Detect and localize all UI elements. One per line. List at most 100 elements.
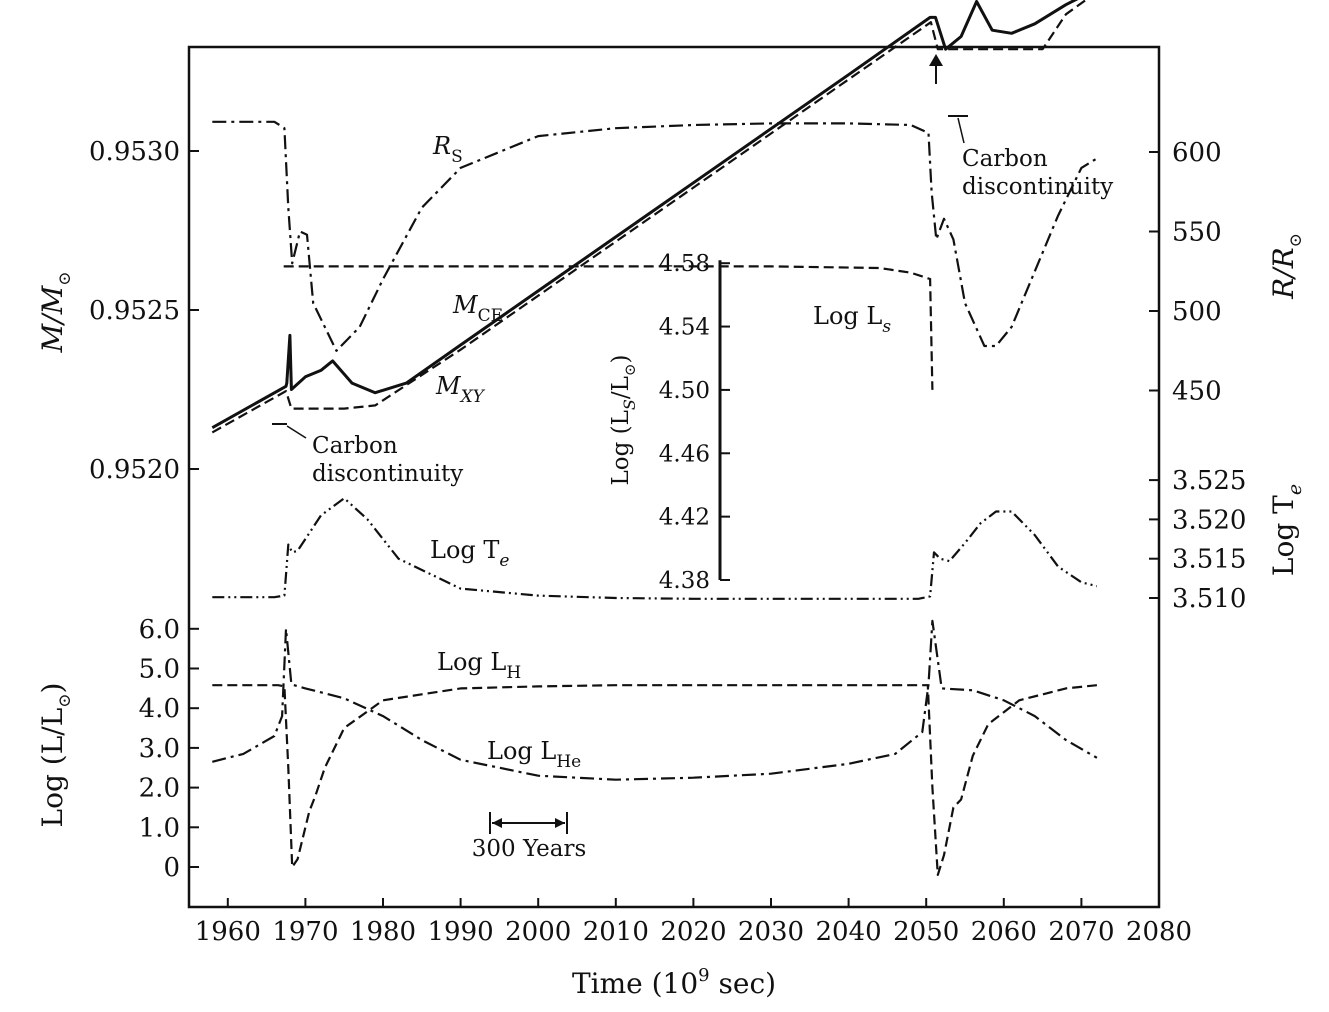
te-curve-label-sub: e (499, 551, 509, 571)
luminosity-tick-label: 1.0 (139, 813, 180, 843)
carbon-annotation-right-leader (957, 117, 965, 144)
inset-axis-title-symbol: ⊙ (621, 364, 639, 377)
luminosity-tick-label: 6.0 (139, 615, 180, 645)
te-curve-label-main: Log T (430, 536, 499, 564)
radius-axis-title-symbol: ⊙ (1286, 233, 1306, 247)
x-tick-label: 1970 (272, 917, 338, 947)
x-tick-label: 2080 (1126, 917, 1192, 947)
x-tick-label: 2070 (1048, 917, 1114, 947)
x-axis-title: Time (109 sec) (572, 965, 776, 1000)
luminosity-axis-title-symbol: ⊙ (55, 693, 75, 707)
x-axis-ticks: 1960 1970 1980 1990 2000 2010 2020 2030 2040 2050… (195, 898, 1192, 947)
temperature-axis-title-main: Log T (1267, 495, 1300, 576)
arrow-up-head (929, 54, 943, 66)
x-tick-label: 2040 (816, 917, 882, 947)
x-tick-label: 1990 (428, 917, 494, 947)
luminosity-tick-label: 3.0 (139, 734, 180, 764)
lh-curve-label: Log LH (437, 648, 521, 683)
x-tick-label: 1980 (350, 917, 416, 947)
radius-tick-label: 500 (1172, 297, 1222, 327)
ls-curve (283, 265, 934, 390)
scale-bar-300-years: 300 Years (472, 812, 587, 862)
temperature-axis-ticks: 3.525 3.520 3.515 3.510 (1149, 466, 1246, 614)
temperature-tick-label: 3.510 (1172, 584, 1246, 614)
radius-axis-ticks: 600 550 500 450 (1149, 138, 1222, 407)
x-tick-label: 2060 (971, 917, 1037, 947)
radius-tick-label: 550 (1172, 218, 1222, 248)
inset-axis-title-main: Log (L (608, 410, 634, 485)
mxy-curve-label-main: M (435, 372, 462, 400)
luminosity-axis-title: Log (L/L⊙) (36, 682, 75, 827)
carbon-annotation-left-leader (286, 425, 307, 439)
carbon-annotation-left: Carbon discontinuity (272, 423, 463, 487)
rs-curve-label-main: R (432, 132, 451, 160)
x-tick-label: 1960 (195, 917, 261, 947)
inset-axis-title: Log (LS/L⊙) (608, 355, 639, 486)
mass-axis-ticks: 0.9530 0.9525 0.9520 (89, 137, 199, 485)
inset-tick-label: 4.58 (659, 251, 710, 277)
temperature-tick-label: 3.525 (1172, 466, 1246, 496)
plot-frame (187, 45, 1161, 909)
rs-curve-label: RS (432, 132, 463, 167)
luminosity-axis-title-tail: ) (36, 682, 69, 693)
scale-bar-label: 300 Years (472, 836, 587, 862)
x-tick-label: 2050 (893, 917, 959, 947)
carbon-annotation-left-line2: discontinuity (312, 461, 463, 487)
lh-curve-label-main: Log L (437, 648, 506, 676)
temperature-tick-label: 3.520 (1172, 505, 1246, 535)
inset-tick-label: 4.38 (659, 568, 710, 594)
mass-tick-label: 0.9520 (89, 455, 180, 485)
luminosity-axis-ticks: 6.0 5.0 4.0 3.0 2.0 1.0 0 (139, 615, 199, 883)
mce-curve (211, 0, 1079, 430)
radius-axis-title: R/R⊙ (1267, 233, 1306, 300)
curves (211, 0, 1098, 876)
mce-curve-label: MCE (452, 291, 503, 326)
x-tick-label: 2010 (583, 917, 649, 947)
carbon-annotation-right-line2: discontinuity (962, 174, 1113, 200)
lhe-curve-label-sub: He (556, 752, 581, 772)
lh-curve (212, 684, 1098, 876)
radius-tick-label: 600 (1172, 138, 1222, 168)
temperature-tick-label: 3.515 (1172, 545, 1246, 575)
ls-curve-label-sub: s (882, 317, 891, 337)
carbon-annotation-left-line1: Carbon (312, 433, 398, 459)
luminosity-tick-label: 0 (163, 853, 180, 883)
luminosity-tick-label: 4.0 (139, 694, 180, 724)
mxy-curve-label: MXY (435, 372, 486, 407)
scale-bar-right-arrowhead (555, 818, 565, 828)
x-axis-title-main: Time (10 (572, 967, 698, 1000)
mass-axis-title-symbol: ⊙ (55, 271, 75, 285)
x-axis-title-tail: sec) (710, 967, 776, 1000)
inset-tick-label: 4.54 (659, 315, 710, 341)
te-curve (212, 497, 1098, 600)
scale-bar-left-arrowhead (492, 818, 502, 828)
x-tick-label: 2000 (505, 917, 571, 947)
arrow-up-icon (929, 54, 943, 84)
temperature-axis-title: Log Te (1267, 484, 1306, 576)
inset-axis-title-sub: S (620, 399, 639, 410)
mce-curve-label-sub: CE (478, 306, 503, 326)
mxy-curve-label-sub: XY (459, 387, 486, 407)
inset-tick-label: 4.50 (659, 378, 710, 404)
lhe-curve (212, 619, 1098, 781)
luminosity-axis-title-main: Log (L/L (36, 708, 69, 828)
mxy-curve (211, 0, 1088, 434)
x-axis-title-exponent: 9 (698, 965, 709, 986)
x-tick-label: 2030 (738, 917, 804, 947)
lhe-curve-label-main: Log L (487, 737, 556, 765)
ls-curve-label-main: Log L (813, 302, 882, 330)
mass-axis-title: M/M⊙ (36, 271, 75, 353)
lhe-curve-label: Log LHe (487, 737, 581, 772)
te-curve-label: Log Te (430, 536, 509, 571)
carbon-annotation-right: Carbon discontinuity (948, 115, 1113, 200)
lh-curve-label-sub: H (506, 663, 521, 683)
luminosity-tick-label: 5.0 (139, 655, 180, 685)
ls-curve-label: Log Ls (813, 302, 891, 337)
radius-tick-label: 450 (1172, 377, 1222, 407)
inset-axis-ticks: 4.58 4.54 4.50 4.46 4.42 4.38 (659, 251, 730, 594)
luminosity-tick-label: 2.0 (139, 774, 180, 804)
mce-curve-label-main: M (452, 291, 479, 319)
inset-axis-title-mid: /L (608, 376, 634, 399)
mass-tick-label: 0.9525 (89, 296, 180, 326)
